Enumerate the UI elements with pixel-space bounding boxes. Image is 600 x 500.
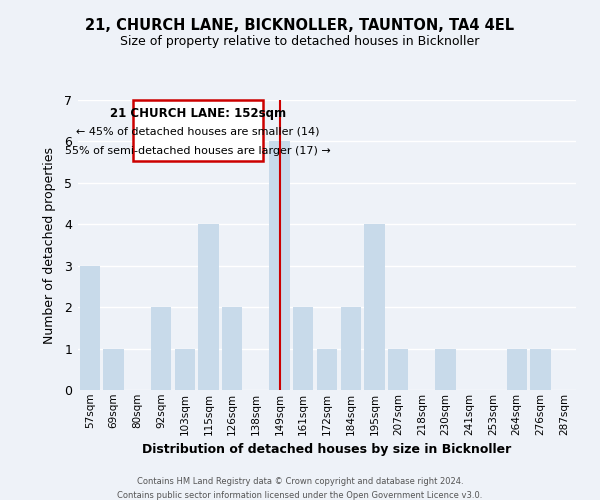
Text: 21 CHURCH LANE: 152sqm: 21 CHURCH LANE: 152sqm xyxy=(110,108,286,120)
Text: Size of property relative to detached houses in Bicknoller: Size of property relative to detached ho… xyxy=(121,35,479,48)
Bar xyxy=(222,307,242,390)
Bar xyxy=(530,348,551,390)
Bar xyxy=(151,307,171,390)
Bar xyxy=(80,266,100,390)
X-axis label: Distribution of detached houses by size in Bicknoller: Distribution of detached houses by size … xyxy=(142,443,512,456)
Bar xyxy=(436,348,455,390)
Text: 55% of semi-detached houses are larger (17) →: 55% of semi-detached houses are larger (… xyxy=(65,146,331,156)
Bar xyxy=(103,348,124,390)
Bar xyxy=(388,348,408,390)
Bar xyxy=(317,348,337,390)
Bar xyxy=(269,142,290,390)
Bar xyxy=(506,348,527,390)
Text: Contains public sector information licensed under the Open Government Licence v3: Contains public sector information licen… xyxy=(118,491,482,500)
Bar xyxy=(364,224,385,390)
Y-axis label: Number of detached properties: Number of detached properties xyxy=(43,146,56,344)
Bar xyxy=(199,224,218,390)
Bar xyxy=(175,348,195,390)
Text: 21, CHURCH LANE, BICKNOLLER, TAUNTON, TA4 4EL: 21, CHURCH LANE, BICKNOLLER, TAUNTON, TA… xyxy=(85,18,515,32)
FancyBboxPatch shape xyxy=(133,100,263,162)
Text: Contains HM Land Registry data © Crown copyright and database right 2024.: Contains HM Land Registry data © Crown c… xyxy=(137,478,463,486)
Bar xyxy=(293,307,313,390)
Text: ← 45% of detached houses are smaller (14): ← 45% of detached houses are smaller (14… xyxy=(76,126,320,136)
Bar xyxy=(341,307,361,390)
